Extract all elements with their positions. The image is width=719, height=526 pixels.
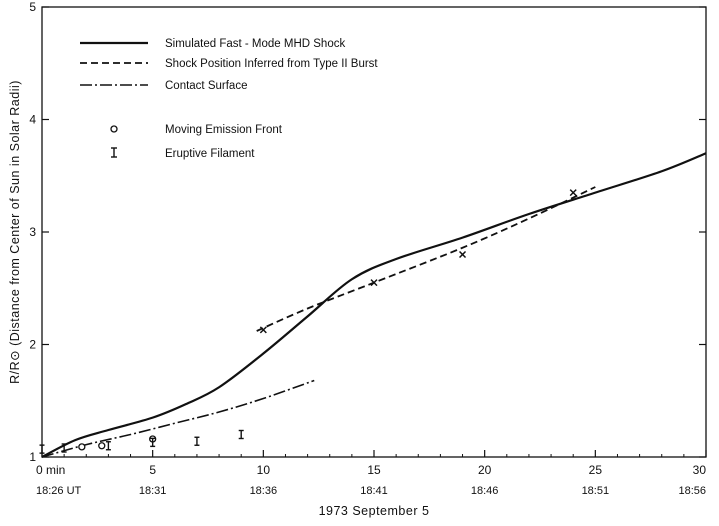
y-axis-title: R/R⊙ (Distance from Center of Sun in Sol… <box>8 80 22 384</box>
cross-stroke <box>370 279 378 287</box>
eruptive-filament-point <box>238 429 244 440</box>
shock-data-point <box>259 326 267 334</box>
series-contact-surface-line <box>41 379 315 458</box>
x-axis-title: 1973 September 5 <box>319 504 430 518</box>
shock-data-point <box>459 250 467 259</box>
y-tick-label: 3 <box>29 225 36 239</box>
legend-label-type-ii-shock: Shock Position Inferred from Type II Bur… <box>165 58 378 70</box>
emission-front-point <box>98 442 106 450</box>
cross-stroke <box>569 189 577 197</box>
emission-front-point <box>78 443 86 451</box>
y-tick-label: 1 <box>29 450 36 464</box>
series-layer <box>39 152 707 458</box>
x-tick-label: 10 <box>257 463 271 477</box>
x-time-label: 18:36 <box>250 485 278 497</box>
x-tick-label: 15 <box>367 463 381 477</box>
x-time-label: 18:26 UT <box>36 485 82 497</box>
x-time-label: 18:56 <box>678 485 706 497</box>
eruptive-filament-point <box>105 441 111 451</box>
x-tick-label: 5 <box>149 463 156 477</box>
legend-marker-emission-front <box>110 125 118 133</box>
legend-label-contact-surface: Contact Surface <box>165 80 247 92</box>
x-time-label: 18:51 <box>582 485 610 497</box>
x-time-label: 18:41 <box>360 485 388 497</box>
x-tick-label: 0 min <box>36 463 65 477</box>
x-tick-label: 20 <box>478 463 492 477</box>
legend-marker-eruptive-filament <box>111 147 117 158</box>
x-time-label: 18:46 <box>471 485 499 497</box>
legend: Simulated Fast - Mode MHD Shock Shock Po… <box>80 38 378 160</box>
plot-frame <box>41 6 707 458</box>
legend-label-mhd-shock: Simulated Fast - Mode MHD Shock <box>165 38 345 50</box>
eruptive-filament-point <box>150 437 156 448</box>
x-axis-ticks: 0 min 18:26 UT 5 18:31 10 18:36 15 18:41 20 18:46… <box>36 450 707 497</box>
eruptive-filament-point <box>61 443 67 453</box>
y-axis-ticks: 1 2 3 4 5 <box>29 0 706 464</box>
cross-stroke <box>259 326 267 334</box>
x-time-label: 18:31 <box>139 485 167 497</box>
shock-data-point <box>370 279 378 287</box>
x-tick-label: 30 <box>693 463 707 477</box>
legend-label-emission-front: Moving Emission Front <box>165 124 283 136</box>
x-tick-label: 25 <box>589 463 603 477</box>
shock-data-point <box>569 189 577 197</box>
eruptive-filament-point <box>39 444 45 454</box>
y-tick-label: 2 <box>29 338 36 352</box>
series-mhd-shock-line <box>41 152 707 458</box>
series-type-ii-shock-line <box>256 186 596 332</box>
y-tick-label: 4 <box>29 113 36 127</box>
legend-label-eruptive-filament: Eruptive Filament <box>165 148 255 160</box>
y-tick-label: 5 <box>29 0 36 14</box>
eruptive-filament-point <box>194 436 200 446</box>
cross-stroke <box>459 250 467 259</box>
